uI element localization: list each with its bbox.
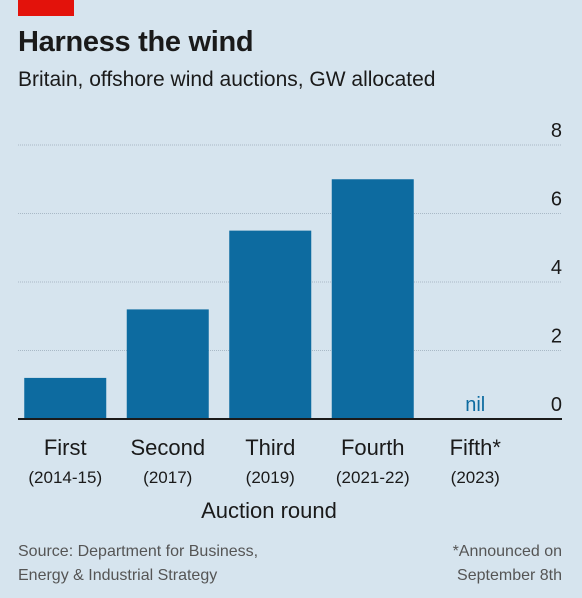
x-tick-sublabel: (2019): [246, 468, 295, 487]
x-tick-label: Third: [245, 435, 295, 460]
brand-tag: [18, 0, 74, 16]
bar: [229, 230, 312, 419]
source-line: Source: Department for Business,: [18, 543, 259, 560]
chart-subtitle: Britain, offshore wind auctions, GW allo…: [18, 68, 436, 91]
source-note: Source: Department for Business, Energy …: [18, 540, 258, 588]
y-tick-label: 4: [551, 257, 562, 279]
value-label: nil: [465, 394, 485, 416]
footnote: *Announced on September 8th: [453, 540, 562, 588]
x-axis-title: Auction round: [201, 498, 337, 523]
chart-title: Harness the wind: [18, 26, 254, 58]
source-line: Energy & Industrial Strategy: [18, 567, 218, 584]
y-tick-label: 6: [551, 189, 562, 211]
x-tick-label: Fifth*: [450, 435, 502, 460]
x-tick-sublabel: (2014-15): [28, 468, 102, 487]
bar: [331, 179, 414, 419]
footnote-line: September 8th: [457, 567, 562, 584]
y-tick-label: 2: [551, 326, 562, 348]
bar-chart: 0 2 4 6 8 First (2014-15) Second (2017) Third (201…: [18, 120, 562, 523]
x-tick-sublabel: (2023): [451, 468, 500, 487]
bar: [24, 377, 107, 419]
y-tick-label: 8: [551, 120, 562, 142]
footnote-line: *Announced on: [452, 543, 562, 560]
x-tick-sublabel: (2021-22): [336, 468, 410, 487]
x-tick-label: First: [44, 435, 87, 460]
x-tick-label: Second: [130, 435, 205, 460]
y-tick-label: 0: [551, 394, 562, 416]
x-tick-label: Fourth: [341, 435, 405, 460]
x-tick-sublabel: (2017): [143, 468, 192, 487]
bar: [126, 309, 209, 419]
